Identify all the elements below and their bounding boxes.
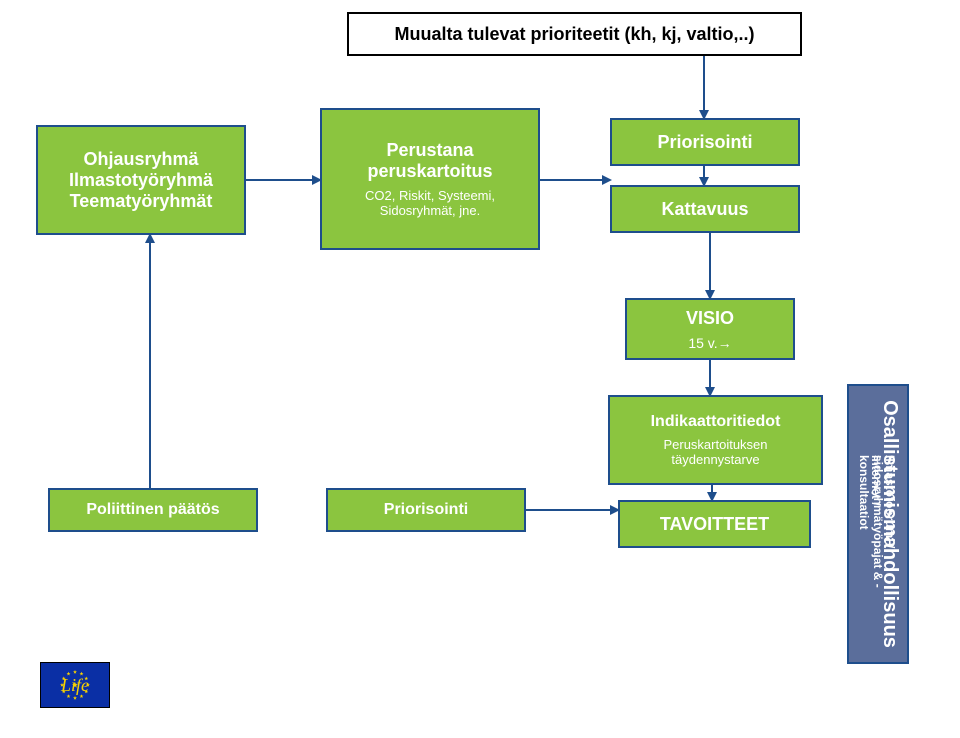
arrows-layer: [0, 0, 960, 738]
svg-text:Life: Life: [60, 675, 89, 695]
eu-life-flag-icon: Life: [40, 662, 110, 708]
